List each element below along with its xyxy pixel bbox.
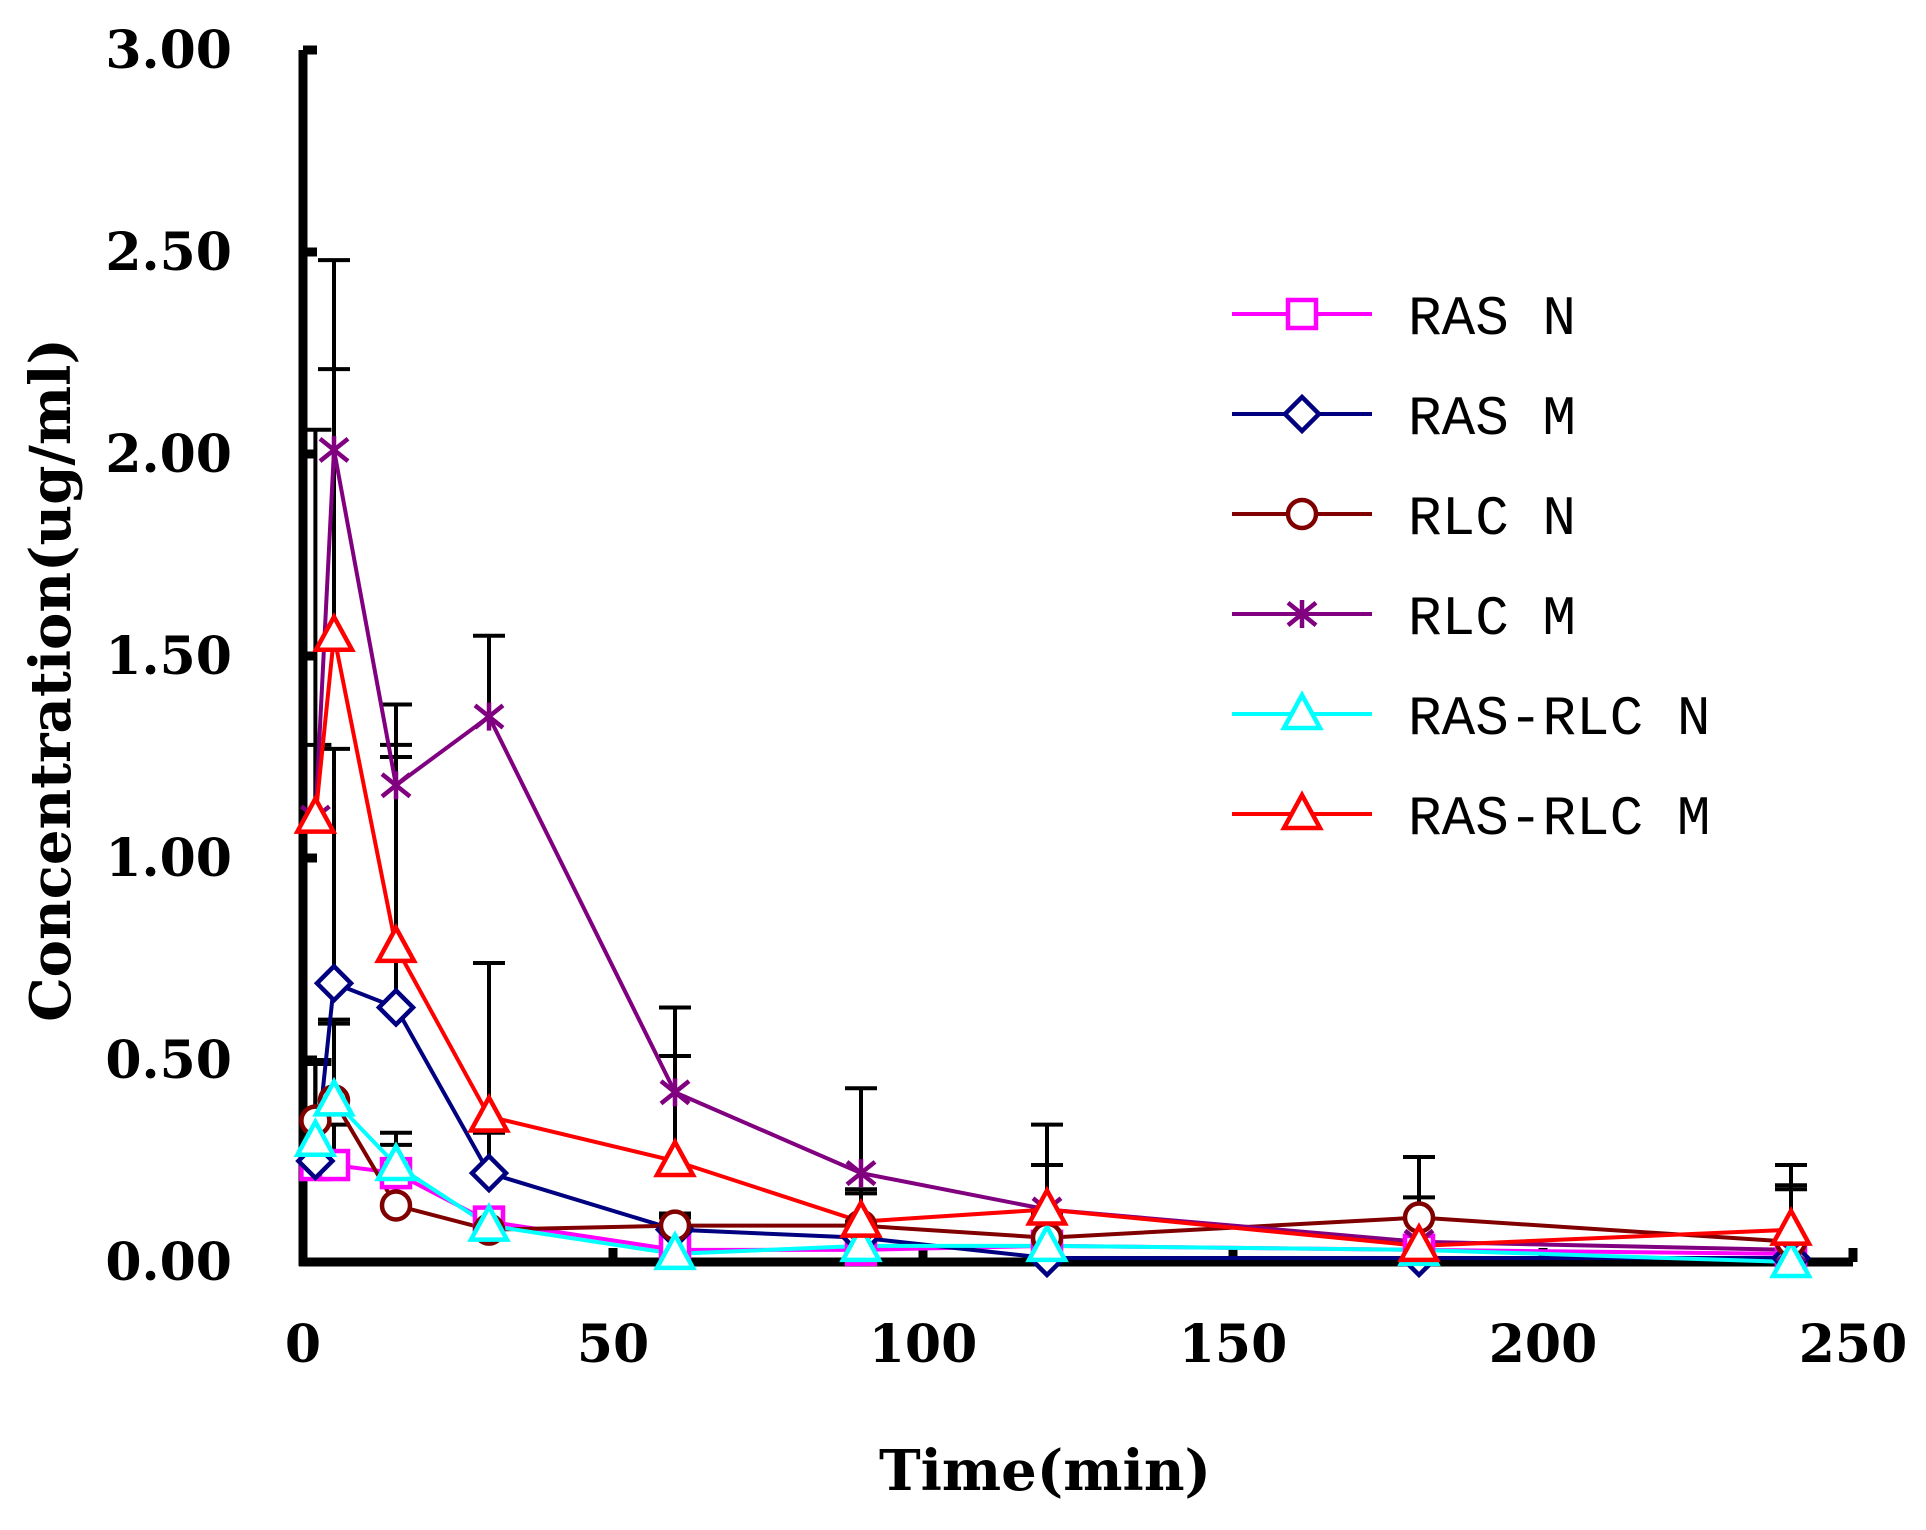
data-point (845, 1159, 877, 1188)
x-tick-label: 50 (577, 1314, 649, 1375)
x-tick-label: 150 (1179, 1314, 1288, 1375)
data-point (1397, 1222, 1441, 1263)
y-tick-label: 1.00 (105, 828, 232, 889)
legend-entry: RLC N (1232, 487, 1576, 551)
y-tick-label: 0.50 (105, 1030, 232, 1091)
data-point (1769, 1238, 1813, 1279)
data-point (659, 1078, 691, 1107)
legend-entry: RLC M (1232, 587, 1576, 651)
data-point (375, 987, 417, 1028)
data-point (653, 1230, 697, 1271)
data-point (312, 612, 356, 653)
data-point (468, 1152, 510, 1194)
legend-marker (1280, 790, 1324, 831)
legend-entry: RAS-RLC N (1232, 687, 1710, 751)
y-tick-label: 2.50 (105, 222, 232, 283)
legend: RAS N RAS M RLC N RLC M RAS-RLC N RAS-RLC M (1232, 287, 1710, 851)
data-point (467, 1092, 511, 1133)
data-point (312, 1076, 356, 1117)
data-point (293, 793, 338, 834)
data-point (374, 923, 418, 964)
axes (298, 45, 1858, 1267)
data-point (318, 435, 350, 464)
tick-labels: 0.00 0.50 1.00 1.50 2.00 2.50 3.00 0 50 100 150 200… (105, 20, 1907, 1375)
y-tick-label: 2.00 (105, 424, 232, 485)
data-point (313, 963, 355, 1004)
legend-marker (1280, 690, 1324, 731)
series-lines (313, 449, 1792, 1264)
y-tick-label: 0.00 (105, 1232, 232, 1293)
data-point (839, 1222, 883, 1263)
data-point (1025, 1222, 1069, 1263)
x-axis-title: Time(min) (879, 1438, 1211, 1504)
legend-entry: RAS M (1232, 387, 1576, 451)
legend-label: RAS N (1408, 287, 1576, 351)
legend-label: RAS-RLC M (1408, 787, 1710, 851)
legend-marker (1285, 497, 1319, 531)
x-tick-label: 100 (869, 1314, 978, 1375)
legend-label: RAS-RLC N (1408, 687, 1710, 751)
data-point (1769, 1205, 1813, 1246)
y-tick-label: 3.00 (105, 20, 232, 81)
data-point (473, 702, 505, 731)
data-point (293, 1117, 338, 1158)
series-markers (293, 435, 1813, 1279)
data-point (839, 1197, 883, 1238)
legend-marker (1281, 393, 1323, 435)
x-tick-label: 200 (1489, 1314, 1598, 1375)
data-point (653, 1137, 697, 1178)
x-tick-label: 0 (285, 1314, 321, 1375)
legend-marker (1286, 600, 1318, 628)
legend-marker (1285, 297, 1319, 331)
legend-entry: RAS-RLC M (1232, 787, 1710, 851)
legend-label: RLC N (1408, 487, 1576, 551)
data-point (379, 1189, 413, 1222)
y-axis-title: Concentration(ug/ml) (18, 338, 84, 1022)
legend-label: RLC M (1408, 587, 1576, 651)
legend-label: RAS M (1408, 387, 1576, 451)
error-bars (299, 258, 1807, 1262)
data-point (1025, 1185, 1069, 1226)
data-point (380, 771, 412, 800)
x-tick-label: 250 (1799, 1314, 1908, 1375)
data-point (467, 1201, 511, 1242)
legend-entry: RAS N (1232, 287, 1576, 351)
data-point (374, 1141, 418, 1182)
y-tick-label: 1.50 (105, 626, 232, 687)
